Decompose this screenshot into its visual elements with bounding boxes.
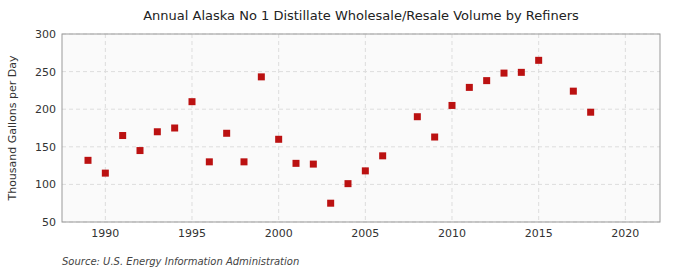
- plot-frame: [62, 34, 660, 222]
- y-tick-label: 150: [35, 141, 56, 154]
- point: [431, 134, 438, 141]
- point: [241, 158, 248, 165]
- grid: [62, 34, 660, 222]
- point: [570, 88, 577, 95]
- point: [310, 161, 317, 168]
- y-tick-label: 200: [35, 103, 56, 116]
- title: Annual Alaska No 1 Distillate Wholesale/…: [143, 8, 579, 23]
- y-grid-line: [62, 109, 660, 110]
- point: [327, 200, 334, 207]
- source-note: Source: U.S. Energy Information Administ…: [62, 256, 299, 267]
- x-tick-label: 1990: [91, 227, 119, 240]
- point: [414, 113, 421, 120]
- x-grid-line: [365, 34, 366, 222]
- point: [587, 109, 594, 116]
- point: [85, 157, 92, 164]
- point: [206, 158, 213, 165]
- point: [275, 136, 282, 143]
- y-axis-label: Thousand Gallons per Day: [6, 55, 19, 202]
- y-grid-line: [62, 71, 660, 72]
- y-tick-label: 50: [42, 216, 56, 229]
- x-grid-line: [625, 34, 626, 222]
- x-grid-line: [452, 34, 453, 222]
- point: [379, 152, 386, 159]
- point: [449, 102, 456, 109]
- x-tick-label: 2010: [438, 227, 466, 240]
- point: [293, 160, 300, 167]
- plot-area: [62, 34, 660, 222]
- point: [137, 147, 144, 154]
- x-grid-line: [192, 34, 193, 222]
- point: [466, 84, 473, 91]
- point: [518, 69, 525, 76]
- point: [189, 98, 196, 105]
- point: [483, 77, 490, 84]
- point: [535, 57, 542, 64]
- x-tick-label: 2020: [611, 227, 639, 240]
- point: [102, 170, 109, 177]
- point: [119, 132, 126, 139]
- x-tick-label: 1995: [178, 227, 206, 240]
- point: [258, 73, 265, 80]
- point: [362, 167, 369, 174]
- point: [154, 128, 161, 135]
- point: [501, 70, 508, 77]
- x-tick-label: 2000: [265, 227, 293, 240]
- y-tick-label: 300: [35, 28, 56, 41]
- points: [85, 57, 595, 207]
- x-tick-label: 2015: [525, 227, 553, 240]
- chart: 50 100 150 200 250 300 1990 1995 2000 2005 2010 201…: [0, 0, 675, 275]
- point: [223, 130, 230, 137]
- y-tick-label: 100: [35, 178, 56, 191]
- y-grid-line: [62, 184, 660, 185]
- x-tick-label: 2005: [351, 227, 379, 240]
- y-grid-line: [62, 146, 660, 147]
- x-grid-line: [105, 34, 106, 222]
- y-tick-label: 250: [35, 66, 56, 79]
- x-grid-line: [278, 34, 279, 222]
- point: [171, 125, 178, 132]
- point: [345, 180, 352, 187]
